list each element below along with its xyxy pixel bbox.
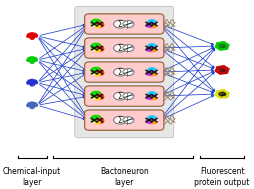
Circle shape: [91, 91, 101, 98]
Circle shape: [30, 83, 34, 86]
Circle shape: [152, 73, 156, 76]
Circle shape: [28, 80, 32, 83]
Circle shape: [123, 117, 134, 124]
Circle shape: [123, 69, 134, 75]
Circle shape: [30, 106, 34, 108]
Circle shape: [95, 49, 100, 52]
Circle shape: [30, 35, 34, 37]
FancyBboxPatch shape: [75, 6, 174, 138]
Circle shape: [27, 59, 31, 61]
Circle shape: [147, 68, 156, 74]
Circle shape: [30, 102, 34, 105]
Circle shape: [33, 57, 37, 60]
FancyBboxPatch shape: [85, 38, 164, 58]
Circle shape: [96, 94, 104, 99]
Circle shape: [33, 81, 37, 84]
Circle shape: [30, 33, 34, 35]
Circle shape: [91, 43, 101, 50]
Circle shape: [219, 92, 225, 96]
Circle shape: [95, 73, 100, 76]
Circle shape: [114, 44, 126, 52]
FancyBboxPatch shape: [85, 62, 164, 82]
Circle shape: [28, 103, 32, 105]
Circle shape: [27, 82, 29, 84]
FancyBboxPatch shape: [85, 86, 164, 106]
Circle shape: [33, 103, 37, 105]
Circle shape: [35, 104, 38, 105]
Text: Fluorescent
protein output: Fluorescent protein output: [194, 167, 250, 187]
Circle shape: [146, 119, 153, 123]
Circle shape: [123, 21, 134, 27]
Circle shape: [33, 80, 37, 83]
Circle shape: [27, 35, 31, 37]
Circle shape: [27, 104, 31, 107]
Circle shape: [30, 104, 34, 107]
Circle shape: [35, 81, 38, 83]
Circle shape: [219, 44, 225, 48]
Text: $\Sigma$: $\Sigma$: [117, 18, 123, 29]
Circle shape: [123, 93, 134, 99]
Circle shape: [114, 68, 126, 76]
Circle shape: [33, 59, 37, 61]
Text: Bactoneuron
layer: Bactoneuron layer: [100, 167, 149, 187]
FancyBboxPatch shape: [85, 110, 164, 130]
Circle shape: [147, 116, 156, 122]
Circle shape: [96, 46, 104, 51]
Circle shape: [91, 115, 101, 122]
Circle shape: [152, 49, 156, 52]
Circle shape: [216, 42, 228, 50]
Circle shape: [96, 22, 104, 27]
Text: $\Sigma$: $\Sigma$: [117, 66, 123, 77]
Circle shape: [114, 20, 126, 28]
Circle shape: [146, 71, 153, 75]
Circle shape: [95, 121, 100, 124]
Circle shape: [27, 105, 29, 107]
Text: Chemical-input
layer: Chemical-input layer: [3, 167, 61, 187]
Circle shape: [95, 25, 100, 28]
Circle shape: [221, 70, 228, 74]
Text: $\Sigma$: $\Sigma$: [117, 91, 123, 101]
Circle shape: [123, 45, 134, 51]
Circle shape: [147, 92, 156, 98]
Circle shape: [30, 79, 34, 82]
Circle shape: [152, 121, 156, 124]
Circle shape: [35, 35, 38, 36]
Circle shape: [27, 60, 29, 61]
Circle shape: [146, 23, 153, 27]
Circle shape: [152, 25, 156, 28]
Circle shape: [33, 104, 37, 107]
Circle shape: [28, 57, 32, 60]
Text: $\Sigma$: $\Sigma$: [117, 42, 123, 53]
Circle shape: [96, 70, 104, 75]
Circle shape: [91, 67, 101, 74]
Circle shape: [95, 97, 100, 100]
Circle shape: [221, 94, 228, 98]
Circle shape: [147, 20, 156, 26]
Circle shape: [30, 61, 34, 63]
Circle shape: [33, 33, 37, 36]
Circle shape: [28, 33, 32, 36]
Circle shape: [35, 59, 38, 60]
Circle shape: [221, 46, 228, 50]
Circle shape: [152, 97, 156, 100]
Circle shape: [33, 35, 37, 37]
Circle shape: [30, 59, 34, 61]
Circle shape: [30, 81, 34, 84]
Circle shape: [30, 57, 34, 59]
Circle shape: [146, 47, 153, 51]
Circle shape: [91, 19, 101, 26]
Circle shape: [216, 66, 228, 74]
Circle shape: [30, 37, 34, 39]
Circle shape: [219, 68, 225, 72]
Circle shape: [27, 81, 31, 84]
FancyBboxPatch shape: [85, 14, 164, 34]
Circle shape: [146, 95, 153, 99]
Circle shape: [114, 92, 126, 100]
Circle shape: [96, 118, 104, 123]
Circle shape: [147, 44, 156, 50]
Circle shape: [216, 90, 228, 98]
Text: $\Sigma$: $\Sigma$: [117, 115, 123, 125]
Circle shape: [114, 116, 126, 124]
Circle shape: [27, 36, 29, 37]
